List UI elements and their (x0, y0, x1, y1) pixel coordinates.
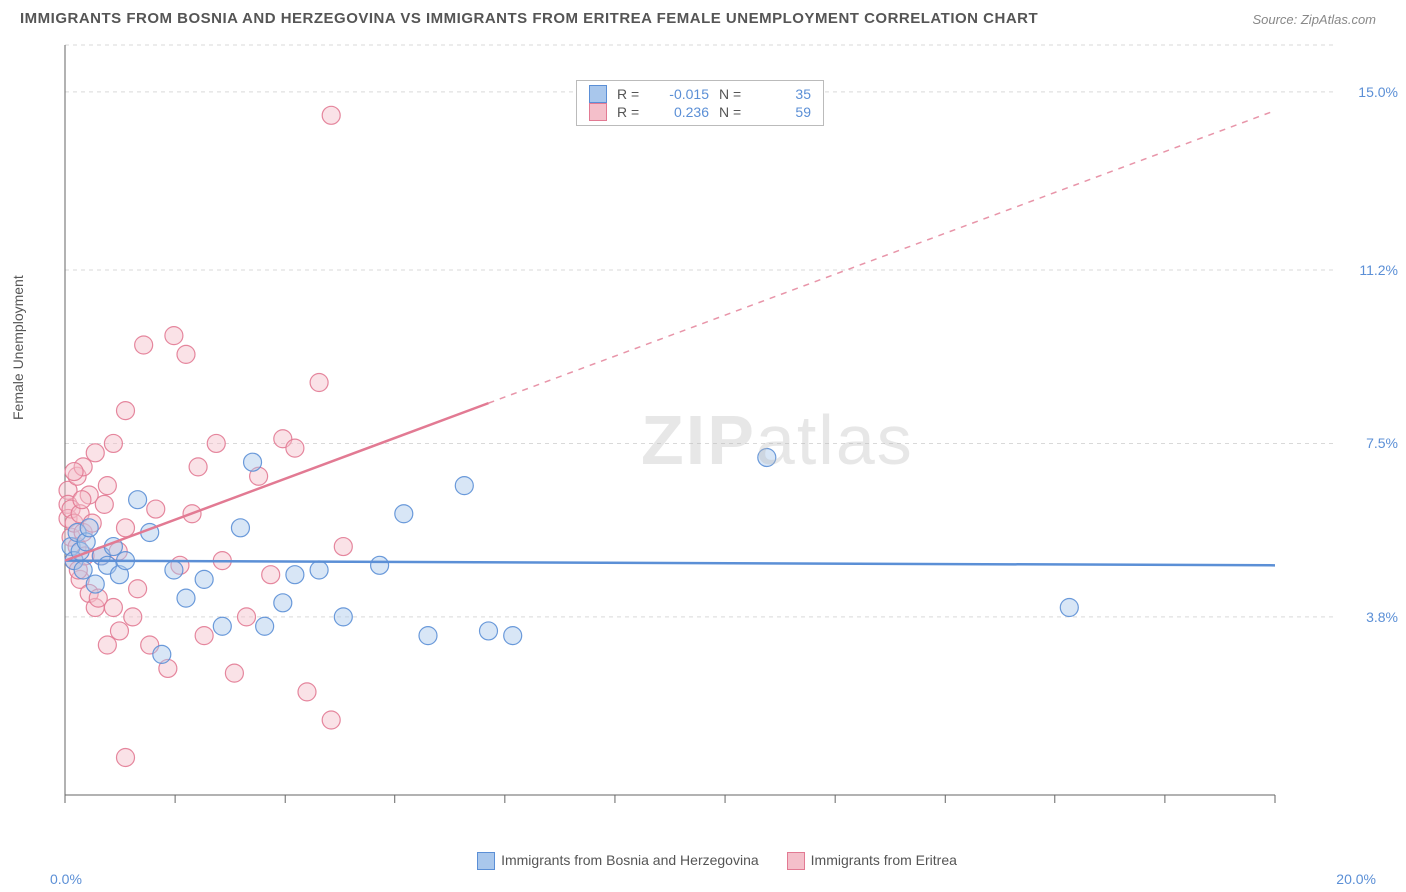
scatter-plot: ZIPatlas R =-0.015N =35R =0.236N =59 (55, 40, 1345, 840)
legend-n-label: N = (719, 86, 747, 102)
legend-r-label: R = (617, 104, 645, 120)
legend-n-value: 35 (757, 86, 811, 102)
legend-n-value: 59 (757, 104, 811, 120)
plot-svg (55, 40, 1345, 840)
legend-n-label: N = (719, 104, 747, 120)
legend-swatch (589, 103, 607, 121)
legend-swatch (589, 85, 607, 103)
y-tick-label: 15.0% (1358, 84, 1398, 100)
y-axis-label: Female Unemployment (10, 275, 26, 420)
legend-row: R = 0.236 N = 59 (589, 103, 811, 121)
legend-swatch (477, 852, 495, 870)
legend-swatch (787, 852, 805, 870)
y-tick-label: 3.8% (1366, 609, 1398, 625)
source-attribution: Source: ZipAtlas.com (1252, 12, 1376, 27)
x-axis-min-label: 0.0% (50, 871, 82, 887)
legend-r-value: 0.236 (655, 104, 709, 120)
x-axis-max-label: 20.0% (1336, 871, 1376, 887)
legend-series-label: Immigrants from Bosnia and Herzegovina (501, 852, 759, 868)
y-tick-label: 7.5% (1366, 435, 1398, 451)
y-tick-label: 11.2% (1359, 262, 1398, 278)
legend-row: R = -0.015 N = 35 (589, 85, 811, 103)
correlation-legend: R = -0.015 N = 35 R = 0.236 N = 59 (576, 80, 824, 126)
series-legend: Immigrants from Bosnia and Herzegovina Im… (0, 852, 1406, 870)
legend-series-label: Immigrants from Eritrea (811, 852, 957, 868)
legend-r-value: -0.015 (655, 86, 709, 102)
legend-r-label: R = (617, 86, 645, 102)
chart-title: IMMIGRANTS FROM BOSNIA AND HERZEGOVINA V… (20, 10, 1038, 27)
